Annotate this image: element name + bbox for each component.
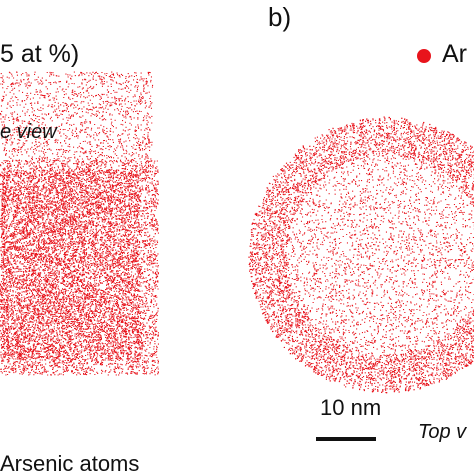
panel-a-atom-map (0, 71, 159, 376)
scale-bar-label: 10 nm (320, 395, 382, 420)
scale-bar (316, 437, 376, 441)
panel-b-view-label: Top v (418, 421, 467, 443)
legend-marker-dot (417, 49, 431, 63)
panel-a-title: 5 at %) (0, 40, 80, 68)
panel-b-atom-map (248, 116, 474, 394)
panel-a-view-label: e view (0, 121, 57, 143)
panel-b-label: b) (268, 2, 292, 32)
panel-a-legend-label: Arsenic atoms (0, 451, 140, 476)
panel-b-legend-label: Ar (442, 40, 467, 68)
